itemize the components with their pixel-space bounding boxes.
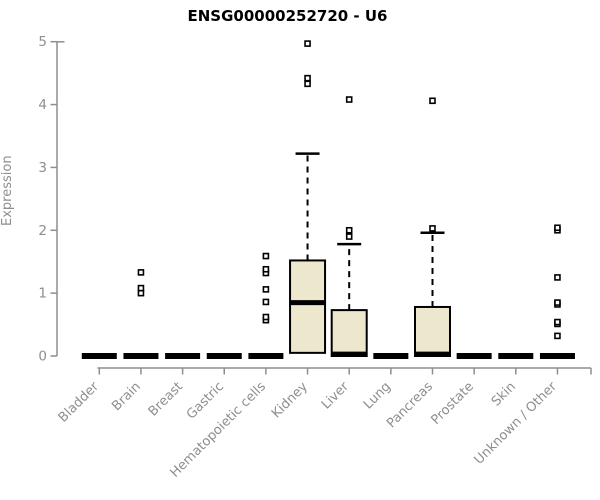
flat-box-bladder <box>81 353 117 359</box>
outlier-point-hematopoietic-cells <box>262 298 270 306</box>
flat-box-skin <box>498 353 534 359</box>
outlier-point-hematopoietic-cells <box>262 313 270 321</box>
outlier-point-unknown-other <box>554 299 561 306</box>
outlier-point-kidney <box>304 80 311 88</box>
flat-box-gastric <box>206 353 242 359</box>
y-tick-label: 2 <box>38 223 47 239</box>
outlier-point-liver <box>345 96 353 103</box>
flat-box-prostate <box>456 353 492 359</box>
y-tick-label: 5 <box>38 34 47 50</box>
box-kidney <box>289 259 327 354</box>
flat-box-breast <box>165 353 201 359</box>
flat-box-brain <box>123 353 159 359</box>
outlier-point-unknown-other <box>554 274 561 281</box>
outlier-point-pancreas <box>429 97 436 105</box>
flat-box-hematopoietic-cells <box>248 353 284 359</box>
box-pancreas <box>414 305 451 358</box>
chart-title: ENSG00000252720 - U6 <box>187 7 388 25</box>
outlier-point-hematopoietic-cells <box>262 265 270 273</box>
outlier-point-unknown-other <box>554 224 561 232</box>
outlier-point-hematopoietic-cells <box>262 286 270 293</box>
flat-box-unknown-other <box>539 353 575 359</box>
y-tick-label: 1 <box>38 286 47 302</box>
y-axis-title: Expression <box>0 155 15 226</box>
outlier-point-unknown-other <box>554 332 561 340</box>
outlier-point-unknown-other <box>554 318 561 326</box>
y-tick-label: 4 <box>38 97 47 113</box>
outlier-point-brain <box>137 284 145 292</box>
outlier-point-pancreas <box>429 225 436 232</box>
y-tick-label: 0 <box>38 349 47 365</box>
flat-box-lung <box>373 353 409 359</box>
box-liver <box>330 309 368 358</box>
outlier-point-brain <box>137 269 145 276</box>
outlier-point-liver <box>345 226 353 234</box>
outlier-point-liver <box>345 233 353 240</box>
outlier-point-kidney <box>304 40 311 47</box>
outlier-point-kidney <box>304 74 311 82</box>
outlier-point-hematopoietic-cells <box>262 252 270 260</box>
y-tick-label: 3 <box>38 160 47 176</box>
